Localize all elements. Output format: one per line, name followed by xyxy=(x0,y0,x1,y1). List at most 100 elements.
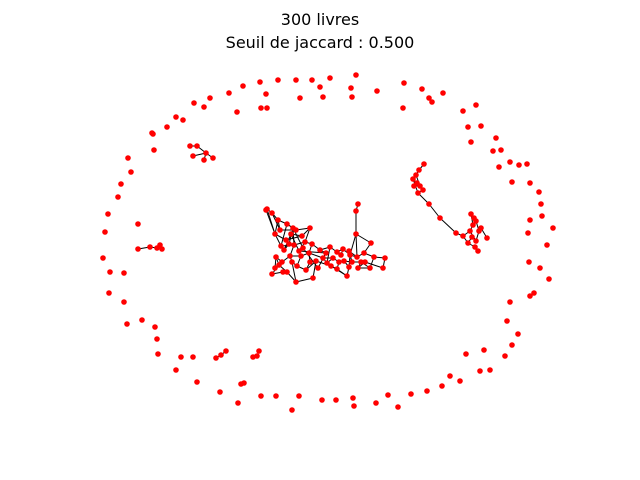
graph-edge xyxy=(364,261,384,269)
graph-node xyxy=(490,148,496,154)
graph-node xyxy=(277,227,283,233)
graph-node xyxy=(139,317,145,323)
graph-node xyxy=(475,248,481,254)
graph-node xyxy=(218,352,224,358)
graph-node xyxy=(217,389,223,395)
graph-node xyxy=(348,85,354,91)
graph-node xyxy=(429,99,435,105)
graph-node xyxy=(306,250,312,256)
graph-node xyxy=(291,242,297,248)
graph-node xyxy=(226,90,232,96)
graph-node xyxy=(371,254,377,260)
graph-node xyxy=(334,249,340,255)
graph-node xyxy=(203,150,209,156)
graph-node xyxy=(293,279,299,285)
graph-node xyxy=(447,373,453,379)
graph-node xyxy=(275,77,281,83)
graph-node xyxy=(437,215,443,221)
graph-node xyxy=(147,244,153,250)
graph-node xyxy=(201,157,207,163)
graph-node xyxy=(115,194,121,200)
graph-node xyxy=(319,397,325,403)
graph-node xyxy=(296,393,302,399)
graph-node xyxy=(107,269,113,275)
graph-edge xyxy=(291,261,297,283)
graph-node xyxy=(317,84,323,90)
graph-node xyxy=(333,397,339,403)
graph-node xyxy=(309,77,315,83)
graph-node xyxy=(257,79,263,85)
graph-node xyxy=(421,161,427,167)
graph-node xyxy=(368,240,374,246)
graph-node xyxy=(309,241,315,247)
graph-node xyxy=(493,135,499,141)
graph-node xyxy=(190,354,196,360)
graph-node xyxy=(346,248,352,254)
graph-node xyxy=(440,90,446,96)
graph-node xyxy=(293,77,299,83)
graph-node xyxy=(525,230,531,236)
graph-node xyxy=(355,201,361,207)
graph-node xyxy=(254,353,260,359)
graph-node xyxy=(410,176,416,182)
graph-node xyxy=(349,259,355,265)
graph-node xyxy=(336,259,342,265)
graph-node xyxy=(367,265,373,271)
graph-node xyxy=(515,331,521,337)
graph-node xyxy=(401,80,407,86)
graph-node xyxy=(299,233,305,239)
graph-node xyxy=(258,105,264,111)
graph-node xyxy=(125,155,131,161)
graph-node xyxy=(317,247,323,253)
graph-node xyxy=(467,228,473,234)
graph-edge xyxy=(280,223,288,247)
graph-node xyxy=(354,254,360,260)
graph-node xyxy=(395,404,401,410)
graph-node xyxy=(537,265,543,271)
graph-node xyxy=(349,94,355,100)
graph-node xyxy=(302,239,308,245)
graph-node xyxy=(351,403,357,409)
graph-node xyxy=(330,255,336,261)
graph-node xyxy=(164,124,170,130)
graph-node xyxy=(524,161,530,167)
graph-node xyxy=(507,299,513,305)
graph-node xyxy=(527,293,533,299)
graph-node xyxy=(135,246,141,252)
graph-node xyxy=(284,269,290,275)
graph-node xyxy=(536,189,542,195)
graph-node xyxy=(152,324,158,330)
graph-node xyxy=(457,378,463,384)
graph-node xyxy=(361,250,367,256)
graph-node xyxy=(509,342,515,348)
graph-node xyxy=(294,263,300,269)
graph-node xyxy=(420,187,426,193)
graph-node xyxy=(263,207,269,213)
graph-node xyxy=(296,248,302,254)
graph-node xyxy=(468,139,474,145)
graph-node xyxy=(355,265,361,271)
graph-node xyxy=(273,393,279,399)
graph-node xyxy=(463,351,469,357)
graph-node xyxy=(496,164,502,170)
graph-node xyxy=(272,231,278,237)
graph-node xyxy=(531,290,537,296)
graph-node xyxy=(191,100,197,106)
graph-edge xyxy=(292,227,295,246)
graph-node xyxy=(416,167,422,173)
graph-node xyxy=(128,169,134,175)
graph-node xyxy=(118,181,124,187)
graph-node xyxy=(223,348,229,354)
graph-node xyxy=(550,225,556,231)
graph-node xyxy=(105,211,111,217)
graph-node xyxy=(353,231,359,237)
graph-node xyxy=(173,367,179,373)
graph-node xyxy=(307,259,313,265)
graph-edge xyxy=(265,209,276,235)
graph-node xyxy=(210,155,216,161)
graph-node xyxy=(334,266,340,272)
graph-node xyxy=(275,217,281,223)
figure-subtitle: Seuil de jaccard : 0.500 xyxy=(225,33,415,52)
